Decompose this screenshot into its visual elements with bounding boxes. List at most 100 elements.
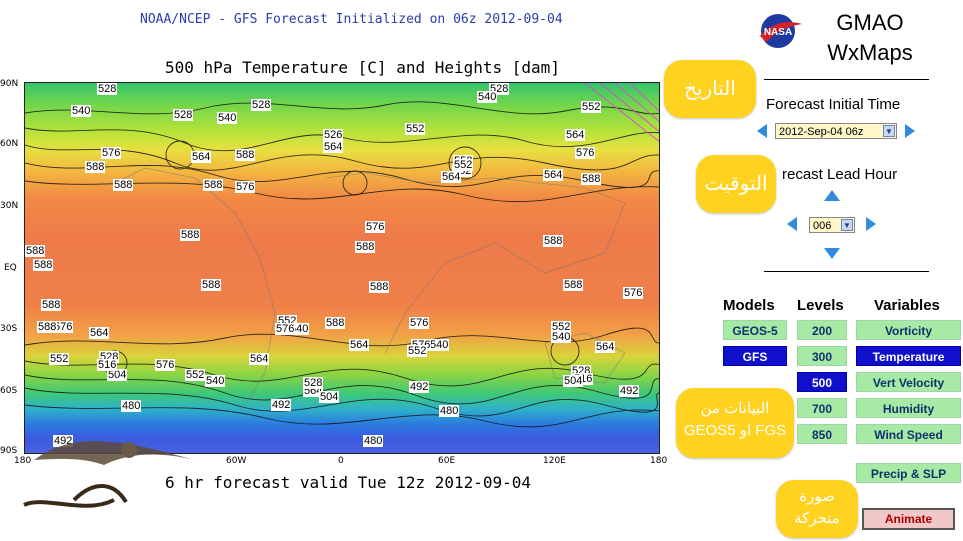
lat-label: 60N — [0, 139, 19, 149]
contour-label: 552 — [581, 101, 602, 113]
contour-label: 564 — [323, 141, 344, 153]
lat-label: 90S — [0, 446, 18, 456]
contour-label: 564 — [441, 171, 462, 183]
chevron-down-icon[interactable]: ▼ — [883, 125, 895, 137]
map-title: 500 hPa Temperature [C] and Heights [dam… — [165, 58, 560, 77]
contour-label: 552 — [453, 159, 474, 171]
weather-map: 528 540 528 540 528 528 540 552 526 564 552 564 576 5… — [0, 79, 660, 456]
contour-label: 588 — [37, 321, 58, 333]
contour-label: 540 — [205, 375, 226, 387]
variable-wind-speed-button[interactable]: Wind Speed — [856, 424, 961, 444]
variable-humidity-button[interactable]: Humidity — [856, 398, 961, 418]
app-title-line2: WxMaps — [827, 40, 913, 65]
lead-hour-down-icon[interactable] — [824, 248, 840, 259]
app-title-line1: GMAO — [836, 10, 904, 35]
annotation-animation-line1: صورة — [799, 488, 835, 505]
init-time-value: 2012-Sep-04 06z — [779, 126, 864, 138]
contour-label: 528 — [251, 99, 272, 111]
contour-label: 588 — [355, 241, 376, 253]
level-700-button[interactable]: 700 — [797, 398, 847, 418]
contour-label: 588 — [369, 281, 390, 293]
contour-label: 540 — [551, 331, 572, 343]
contour-label: 564 — [595, 341, 616, 353]
contour-label: 588 — [41, 299, 62, 311]
variable-temperature-button[interactable]: Temperature — [856, 346, 961, 366]
contour-label: 492 — [619, 385, 640, 397]
contour-label: 564 — [249, 353, 270, 365]
lon-label: 180 — [650, 456, 668, 466]
annotation-time: التوقيت — [696, 155, 776, 213]
model-gfs-button[interactable]: GFS — [723, 346, 787, 366]
forecast-init-caption: NOAA/NCEP - GFS Forecast Initialized on … — [140, 12, 563, 27]
variable-vert-velocity-button[interactable]: Vert Velocity — [856, 372, 961, 392]
divider — [764, 271, 929, 272]
variables-header: Variables — [874, 297, 940, 314]
contour-label: 564 — [191, 151, 212, 163]
contour-label: 480 — [363, 435, 384, 447]
contour-label: 504 — [319, 391, 340, 403]
contour-label: 576 — [155, 359, 176, 371]
next-init-time-icon[interactable] — [905, 124, 915, 138]
contour-label: 552 — [49, 353, 70, 365]
model-geos5-button[interactable]: GEOS-5 — [723, 320, 787, 340]
contour-label: 588 — [543, 235, 564, 247]
contour-label: 552 — [407, 345, 428, 357]
contour-label: 588 — [203, 179, 224, 191]
lon-label: 180 — [14, 456, 32, 466]
next-lead-hour-icon[interactable] — [866, 217, 876, 231]
chevron-down-icon[interactable]: ▼ — [841, 219, 853, 231]
init-time-label: Forecast Initial Time — [766, 96, 901, 113]
watermark-logo — [14, 420, 204, 520]
lon-label: 120E — [543, 456, 566, 466]
init-time-select[interactable]: 2012-Sep-04 06z ▼ — [775, 123, 897, 139]
contour-label: 504 — [563, 375, 584, 387]
contour-label: 576 — [101, 147, 122, 159]
lead-hour-select[interactable]: 006 ▼ — [809, 217, 855, 233]
contour-label: 540 — [477, 91, 498, 103]
contour-label: 576 — [365, 221, 386, 233]
annotation-animation-line2: متحركة — [794, 510, 840, 527]
lead-hour-value: 006 — [813, 220, 832, 232]
contour-label: 492 — [409, 381, 430, 393]
contour-label: 552 — [405, 123, 426, 135]
contour-label: 540 — [429, 339, 450, 351]
contour-label: 480 — [121, 400, 142, 412]
variable-precip-slp-button[interactable]: Precip & SLP — [856, 463, 961, 483]
contour-label: 564 — [349, 339, 370, 351]
contour-label: 588 — [563, 279, 584, 291]
app-title: GMAO WxMaps — [820, 8, 920, 68]
lead-hour-label: recast Lead Hour — [782, 166, 898, 183]
level-850-button[interactable]: 850 — [797, 424, 847, 444]
contour-label: 504 — [107, 369, 128, 381]
contour-label: 576 — [53, 321, 74, 333]
nasa-logo-text: NASA — [764, 27, 792, 38]
contour-label: 588 — [33, 259, 54, 271]
level-500-button[interactable]: 500 — [797, 372, 847, 392]
lat-label: 60S — [0, 386, 18, 396]
contour-label: 540 — [217, 112, 238, 124]
contour-label: 588 — [180, 229, 201, 241]
contour-label: 540 — [71, 105, 92, 117]
lead-hour-up-icon[interactable] — [824, 190, 840, 201]
nasa-logo: NASA — [758, 12, 802, 50]
temperature-field: 528 540 528 540 528 528 540 552 526 564 552 564 576 5… — [24, 82, 660, 454]
variable-vorticity-button[interactable]: Vorticity — [856, 320, 961, 340]
annotation-animation: صورة متحركة — [776, 480, 858, 538]
lat-label: 30S — [0, 324, 18, 334]
contour-label: 552 — [185, 369, 206, 381]
contour-label: 576 — [575, 147, 596, 159]
animate-button[interactable]: Animate — [862, 508, 955, 530]
level-300-button[interactable]: 300 — [797, 346, 847, 366]
contour-label: 528 — [97, 83, 118, 95]
prev-init-time-icon[interactable] — [757, 124, 767, 138]
prev-lead-hour-icon[interactable] — [787, 217, 797, 231]
lat-label: EQ — [4, 263, 17, 273]
contour-label: 588 — [85, 161, 106, 173]
level-200-button[interactable]: 200 — [797, 320, 847, 340]
annotation-data-source-line1: البيانات من — [700, 400, 770, 417]
contour-label: 588 — [235, 149, 256, 161]
contour-label: 588 — [25, 245, 46, 257]
lat-label: 30N — [0, 201, 19, 211]
lon-label: 0 — [338, 456, 344, 466]
contour-label: 528 — [303, 377, 324, 389]
